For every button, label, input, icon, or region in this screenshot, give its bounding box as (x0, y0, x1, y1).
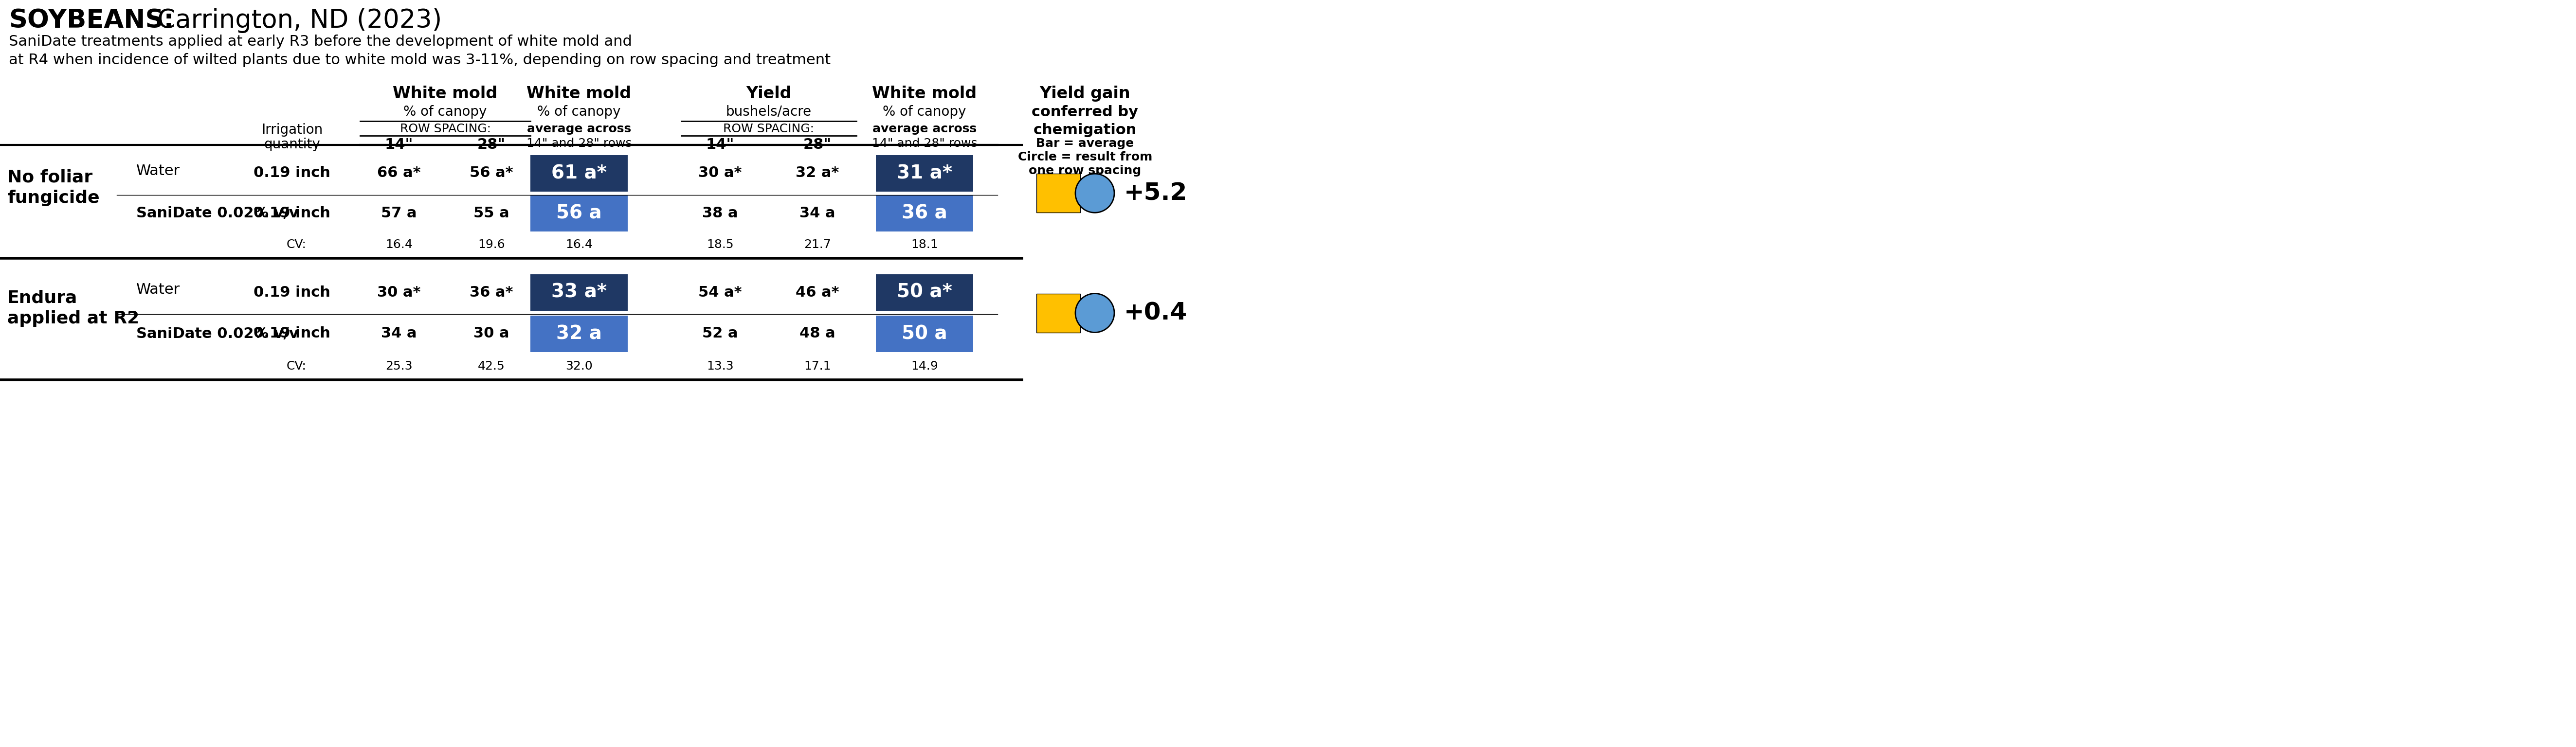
Text: 56 a: 56 a (556, 204, 603, 223)
Text: chemigation: chemigation (1033, 123, 1136, 137)
Text: +0.4: +0.4 (1123, 301, 1188, 325)
Text: % of canopy: % of canopy (404, 105, 487, 119)
Text: 55 a: 55 a (474, 206, 510, 220)
Text: 32 a*: 32 a* (796, 166, 840, 180)
Circle shape (1074, 174, 1115, 213)
Text: White mold: White mold (873, 86, 976, 102)
Text: 56 a*: 56 a* (469, 166, 513, 180)
Text: 19.6: 19.6 (479, 239, 505, 250)
FancyBboxPatch shape (1036, 174, 1079, 213)
Text: ROW SPACING:: ROW SPACING: (399, 123, 489, 134)
Text: 50 a*: 50 a* (896, 283, 953, 302)
Text: % of canopy: % of canopy (538, 105, 621, 119)
Text: 14" and 28" rows: 14" and 28" rows (871, 137, 976, 149)
Text: 14": 14" (384, 137, 412, 152)
Text: 54 a*: 54 a* (698, 285, 742, 300)
Text: 0.19 inch: 0.19 inch (252, 206, 330, 220)
Text: 36 a*: 36 a* (469, 285, 513, 300)
Text: SaniDate 0.02% v/v: SaniDate 0.02% v/v (137, 206, 299, 220)
Text: 61 a*: 61 a* (551, 164, 608, 182)
Text: CV:: CV: (286, 239, 307, 250)
Text: 21.7: 21.7 (804, 239, 832, 250)
Text: 57 a: 57 a (381, 206, 417, 220)
Text: 32 a: 32 a (556, 324, 603, 343)
Text: 17.1: 17.1 (804, 360, 832, 372)
Text: 34 a: 34 a (799, 206, 835, 220)
Text: 30 a*: 30 a* (698, 166, 742, 180)
Text: Yield: Yield (747, 86, 791, 102)
Text: Circle = result from: Circle = result from (1018, 151, 1151, 163)
Text: conferred by: conferred by (1033, 105, 1139, 120)
Text: SaniDate treatments applied at early R3 before the development of white mold and: SaniDate treatments applied at early R3 … (8, 34, 829, 67)
Text: 14.9: 14.9 (912, 360, 938, 372)
Text: 66 a*: 66 a* (376, 166, 420, 180)
Text: 0.19 inch: 0.19 inch (252, 166, 330, 180)
Text: 42.5: 42.5 (479, 360, 505, 372)
Text: Irrigation: Irrigation (260, 123, 322, 137)
Text: 16.4: 16.4 (386, 239, 412, 250)
Text: Yield gain: Yield gain (1041, 86, 1131, 102)
FancyBboxPatch shape (531, 155, 629, 191)
Text: average across: average across (873, 123, 976, 134)
FancyBboxPatch shape (531, 195, 629, 232)
Text: Endura
applied at R2: Endura applied at R2 (8, 290, 139, 326)
FancyBboxPatch shape (531, 315, 629, 352)
FancyBboxPatch shape (876, 274, 974, 311)
Text: 14" and 28" rows: 14" and 28" rows (526, 137, 631, 149)
Text: +5.2: +5.2 (1123, 182, 1188, 205)
Text: 38 a: 38 a (703, 206, 739, 220)
Text: 50 a: 50 a (902, 324, 948, 343)
Text: White mold: White mold (526, 86, 631, 102)
Text: 0.19 inch: 0.19 inch (252, 285, 330, 300)
Text: % of canopy: % of canopy (884, 105, 966, 119)
Text: Water: Water (137, 164, 180, 178)
Text: 14": 14" (706, 137, 734, 152)
Text: 34 a: 34 a (381, 326, 417, 341)
Text: one row spacing: one row spacing (1028, 165, 1141, 176)
Text: Carrington, ND (2023): Carrington, ND (2023) (142, 7, 443, 33)
FancyBboxPatch shape (876, 195, 974, 232)
Circle shape (1074, 294, 1115, 332)
Text: CV:: CV: (286, 360, 307, 372)
Text: 46 a*: 46 a* (796, 285, 840, 300)
Text: 28": 28" (804, 137, 832, 152)
Text: 25.3: 25.3 (386, 360, 412, 372)
Text: 30 a: 30 a (474, 326, 510, 341)
Text: SaniDate 0.02% v/v: SaniDate 0.02% v/v (137, 326, 299, 341)
Text: White mold: White mold (394, 86, 497, 102)
Text: 33 a*: 33 a* (551, 283, 608, 302)
Text: ROW SPACING:: ROW SPACING: (724, 123, 814, 134)
FancyBboxPatch shape (876, 155, 974, 191)
Text: 18.5: 18.5 (706, 239, 734, 250)
Text: 48 a: 48 a (799, 326, 835, 341)
FancyBboxPatch shape (876, 315, 974, 352)
Text: Water: Water (137, 283, 180, 297)
Text: 31 a*: 31 a* (896, 164, 953, 182)
Text: No foliar
fungicide: No foliar fungicide (8, 170, 100, 206)
Text: SOYBEANS:: SOYBEANS: (8, 7, 175, 33)
FancyBboxPatch shape (1036, 294, 1079, 332)
Text: 52 a: 52 a (703, 326, 739, 341)
Text: quantity: quantity (263, 137, 319, 151)
Text: bushels/acre: bushels/acre (726, 105, 811, 119)
Text: 18.1: 18.1 (912, 239, 938, 250)
Text: average across: average across (528, 123, 631, 134)
Text: 0.19 inch: 0.19 inch (252, 326, 330, 341)
FancyBboxPatch shape (531, 274, 629, 311)
Text: Bar = average: Bar = average (1036, 137, 1133, 149)
Text: 28": 28" (477, 137, 505, 152)
Text: 13.3: 13.3 (706, 360, 734, 372)
Text: 16.4: 16.4 (567, 239, 592, 250)
Text: 30 a*: 30 a* (376, 285, 420, 300)
Text: 36 a: 36 a (902, 204, 948, 223)
Text: 32.0: 32.0 (567, 360, 592, 372)
